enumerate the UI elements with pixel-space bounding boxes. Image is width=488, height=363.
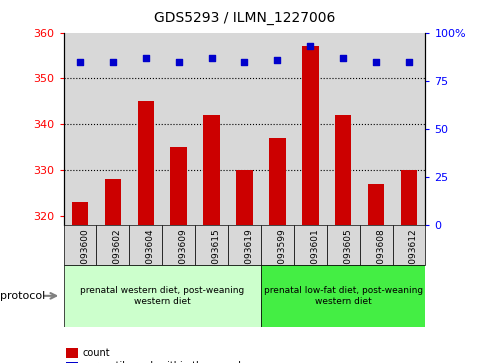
- Text: GSM1093602: GSM1093602: [113, 228, 122, 289]
- Bar: [104, 179, 121, 363]
- Bar: [63, 265, 261, 327]
- Bar: [170, 147, 186, 363]
- Bar: [334, 115, 351, 363]
- Point: [142, 55, 149, 61]
- Text: GSM1093601: GSM1093601: [310, 228, 319, 289]
- FancyBboxPatch shape: [392, 225, 425, 265]
- Point: [76, 58, 84, 65]
- Text: GSM1093599: GSM1093599: [277, 228, 286, 289]
- Bar: [96, 33, 129, 225]
- Bar: [261, 265, 425, 327]
- FancyBboxPatch shape: [227, 225, 261, 265]
- Bar: [268, 138, 285, 363]
- Bar: [236, 170, 252, 363]
- Point: [339, 55, 346, 61]
- Bar: [227, 33, 261, 225]
- Point: [371, 58, 379, 65]
- Bar: [129, 33, 162, 225]
- Bar: [162, 33, 195, 225]
- FancyBboxPatch shape: [96, 225, 129, 265]
- FancyBboxPatch shape: [261, 225, 293, 265]
- Point: [109, 58, 117, 65]
- Text: GSM1093609: GSM1093609: [178, 228, 187, 289]
- Text: GSM1093612: GSM1093612: [408, 228, 417, 289]
- FancyBboxPatch shape: [129, 225, 162, 265]
- Point: [174, 58, 182, 65]
- Point: [306, 43, 314, 49]
- Text: GSM1093600: GSM1093600: [80, 228, 89, 289]
- Text: percentile rank within the sample: percentile rank within the sample: [82, 361, 246, 363]
- Bar: [203, 115, 220, 363]
- Bar: [367, 184, 384, 363]
- Bar: [302, 46, 318, 363]
- Bar: [359, 33, 392, 225]
- Bar: [392, 33, 425, 225]
- Text: GSM1093615: GSM1093615: [211, 228, 220, 289]
- Bar: [400, 170, 416, 363]
- FancyBboxPatch shape: [326, 225, 359, 265]
- Text: GSM1093605: GSM1093605: [343, 228, 351, 289]
- FancyBboxPatch shape: [195, 225, 227, 265]
- FancyBboxPatch shape: [293, 225, 326, 265]
- FancyBboxPatch shape: [66, 362, 78, 363]
- Bar: [326, 33, 359, 225]
- FancyBboxPatch shape: [63, 225, 96, 265]
- Text: GSM1093604: GSM1093604: [145, 228, 155, 289]
- Bar: [137, 101, 154, 363]
- Text: count: count: [82, 348, 109, 358]
- Text: GDS5293 / ILMN_1227006: GDS5293 / ILMN_1227006: [154, 11, 334, 25]
- Point: [240, 58, 248, 65]
- Text: protocol: protocol: [0, 291, 45, 301]
- Bar: [63, 33, 96, 225]
- Text: prenatal low-fat diet, post-weaning
western diet: prenatal low-fat diet, post-weaning west…: [263, 286, 422, 306]
- Point: [273, 57, 281, 62]
- Bar: [261, 33, 293, 225]
- FancyBboxPatch shape: [162, 225, 195, 265]
- Bar: [72, 202, 88, 363]
- Bar: [195, 33, 227, 225]
- FancyBboxPatch shape: [66, 348, 78, 358]
- Text: GSM1093608: GSM1093608: [375, 228, 384, 289]
- Bar: [293, 33, 326, 225]
- FancyBboxPatch shape: [359, 225, 392, 265]
- Text: GSM1093619: GSM1093619: [244, 228, 253, 289]
- Text: prenatal western diet, post-weaning
western diet: prenatal western diet, post-weaning west…: [80, 286, 244, 306]
- Point: [404, 58, 412, 65]
- Point: [207, 55, 215, 61]
